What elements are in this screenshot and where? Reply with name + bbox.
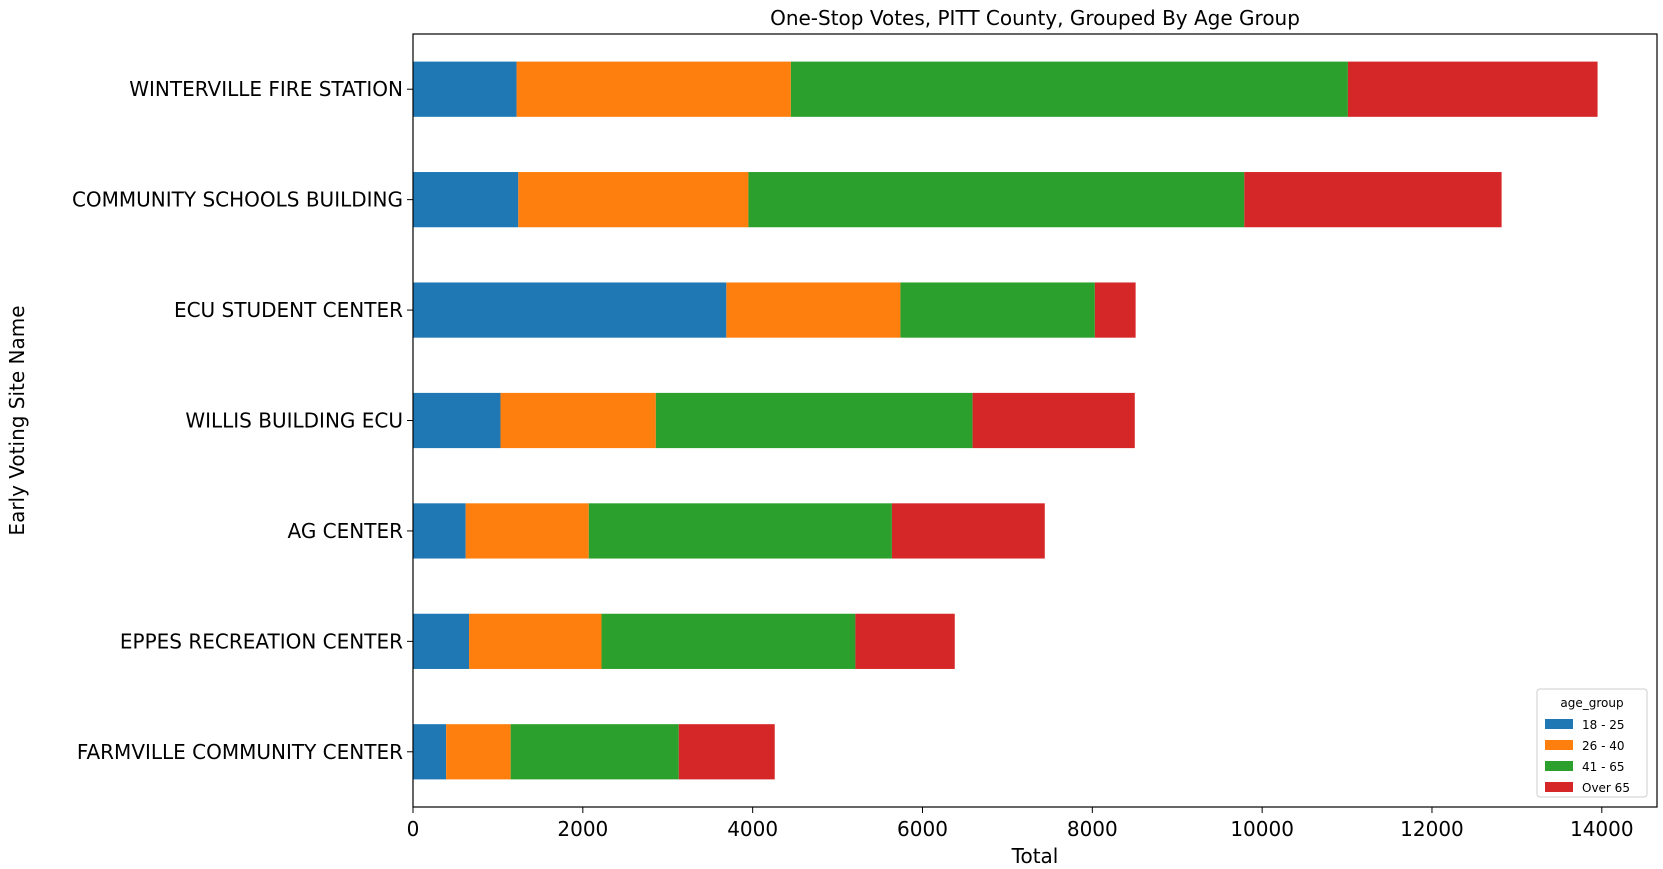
bar-winterville-fire-station-18-25	[413, 61, 517, 117]
y-tick-label: WINTERVILLE FIRE STATION	[129, 77, 403, 101]
bar-eppes-recreation-center-41-65	[601, 613, 856, 669]
category-labels: WINTERVILLE FIRE STATION COMMUNITY SCHOOL…	[72, 77, 413, 764]
bar-willis-building-ecu-41-65	[655, 392, 973, 449]
bar-willis-building-ecu-18-25	[413, 392, 501, 449]
bar-ag-center-over-65	[891, 503, 1045, 559]
legend: age_group 18 - 25 26 - 40 41 - 65 Over 65	[1536, 688, 1648, 798]
legend-label-41-65: 41 - 65	[1582, 760, 1625, 774]
bar-ag-center-41-65	[588, 503, 892, 559]
y-tick-label: FARMVILLE COMMUNITY CENTER	[77, 740, 403, 764]
bar-ecu-student-center-over-65	[1094, 282, 1136, 338]
bar-ag-center-26-40	[465, 503, 589, 559]
bar-ecu-student-center-26-40	[726, 282, 901, 338]
bar-farmville-community-center-26-40	[446, 724, 511, 780]
bar-ecu-student-center-41-65	[900, 282, 1095, 338]
legend-label-18-25: 18 - 25	[1582, 718, 1625, 732]
x-tick-label: 8000	[1067, 817, 1118, 841]
bar-farmville-community-center-over-65	[678, 724, 775, 780]
bar-eppes-recreation-center-26-40	[469, 613, 602, 669]
y-tick-label: COMMUNITY SCHOOLS BUILDING	[72, 188, 403, 212]
bar-ecu-student-center-18-25	[413, 282, 727, 338]
x-axis-title: Total	[1011, 844, 1059, 868]
y-tick-label: AG CENTER	[288, 519, 404, 543]
legend-items: 18 - 25 26 - 40 41 - 65 Over 65	[1545, 718, 1630, 795]
plot-frame	[412, 33, 1658, 808]
legend-swatch-26-40	[1545, 740, 1573, 750]
bar-community-schools-building-18-25	[413, 172, 519, 228]
bar-winterville-fire-station-over-65	[1347, 61, 1598, 117]
bar-winterville-fire-station-41-65	[790, 61, 1348, 117]
bar-eppes-recreation-center-over-65	[855, 613, 955, 669]
x-tick-label: 6000	[897, 817, 948, 841]
legend-swatch-41-65	[1545, 761, 1573, 771]
bar-farmville-community-center-18-25	[413, 724, 447, 780]
y-tick-label: WILLIS BUILDING ECU	[185, 409, 403, 433]
bar-ag-center-18-25	[413, 503, 466, 559]
x-axis-ticks: 0 2000 4000 6000 8000 10000 12000 14000	[407, 807, 1634, 841]
x-tick-label: 0	[407, 817, 420, 841]
bar-community-schools-building-over-65	[1244, 172, 1502, 228]
x-tick-label: 10000	[1230, 817, 1294, 841]
bar-community-schools-building-41-65	[748, 172, 1245, 228]
x-tick-label: 14000	[1570, 817, 1634, 841]
y-tick-label: ECU STUDENT CENTER	[174, 298, 403, 322]
bar-eppes-recreation-center-18-25	[413, 613, 470, 669]
bar-willis-building-ecu-26-40	[500, 392, 656, 449]
chart-title: One-Stop Votes, PITT County, Grouped By …	[770, 6, 1300, 30]
legend-label-26-40: 26 - 40	[1582, 739, 1625, 753]
legend-label-over-65: Over 65	[1582, 781, 1630, 795]
x-tick-label: 2000	[557, 817, 608, 841]
y-tick-label: EPPES RECREATION CENTER	[120, 629, 403, 653]
x-tick-label: 4000	[727, 817, 778, 841]
legend-swatch-over-65	[1545, 782, 1573, 792]
bar-willis-building-ecu-over-65	[972, 392, 1135, 449]
x-tick-label: 12000	[1400, 817, 1464, 841]
bar-community-schools-building-26-40	[518, 172, 749, 228]
y-axis-title: Early Voting Site Name	[5, 305, 29, 535]
legend-swatch-18-25	[1545, 719, 1573, 729]
bars-group	[413, 61, 1598, 780]
bar-winterville-fire-station-26-40	[516, 61, 791, 117]
bar-farmville-community-center-41-65	[510, 724, 679, 780]
legend-title: age_group	[1560, 696, 1623, 710]
